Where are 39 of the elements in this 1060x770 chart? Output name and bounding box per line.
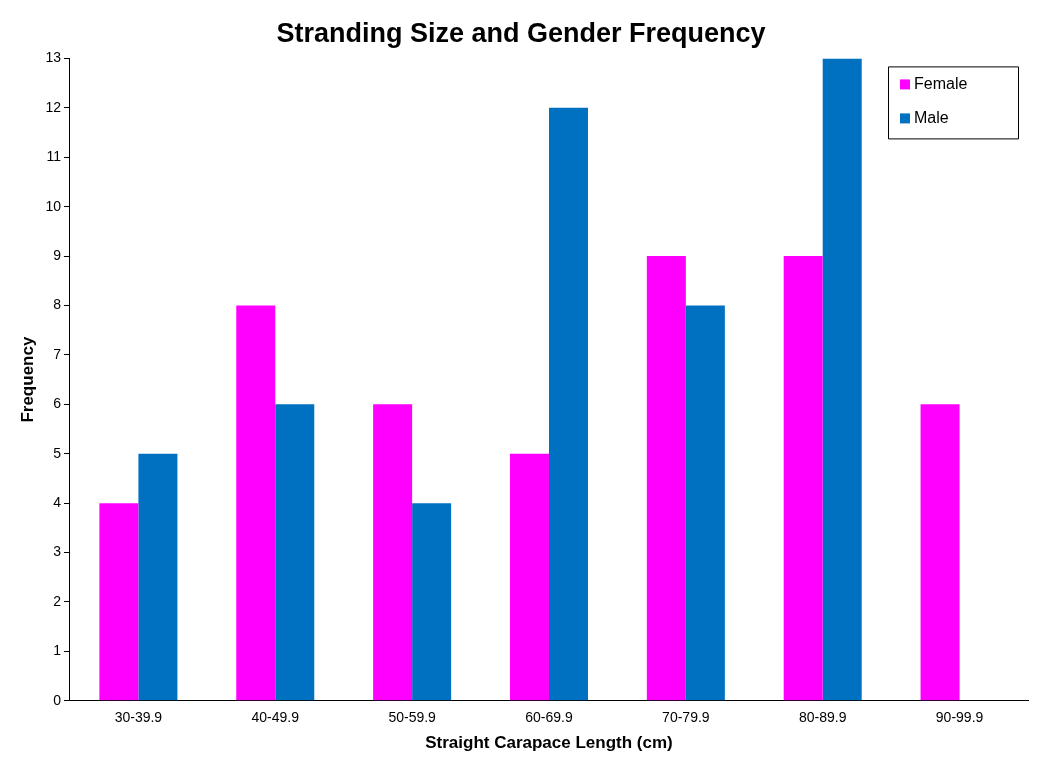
y-tick-label: 12 [45, 98, 62, 115]
y-axis-title: Frequency [17, 336, 37, 423]
x-tick-label: 90-99.9 [935, 709, 984, 726]
bar [373, 404, 413, 701]
x-tick-label: 60-69.9 [525, 709, 573, 726]
legend-label: Male [914, 108, 949, 126]
chart-title: Stranding Size and Gender Frequency [276, 17, 766, 48]
y-tick-label: 2 [53, 592, 62, 609]
x-axis-title: Straight Carapace Length (cm) [425, 733, 673, 753]
y-tick-label: 7 [53, 345, 62, 362]
x-tick-label: 80-89.9 [798, 709, 847, 726]
x-tick-label: 50-59.9 [388, 709, 437, 726]
x-tick-label: 70-79.9 [662, 709, 710, 726]
x-tick-label: 40-49.9 [251, 709, 300, 726]
bar [412, 503, 452, 701]
y-tick-label: 6 [53, 395, 62, 412]
bar [646, 256, 686, 701]
y-tick-label: 9 [53, 246, 62, 263]
y-tick-label: 3 [53, 543, 62, 560]
y-tick-label: 10 [45, 197, 62, 214]
y-tick-label: 13 [45, 49, 62, 66]
bar [509, 453, 549, 701]
bar [99, 503, 139, 701]
bar [275, 404, 315, 701]
bar [822, 58, 862, 701]
x-tick-label: 30-39.9 [114, 709, 163, 726]
bar [685, 305, 725, 701]
y-tick-label: 11 [46, 148, 62, 165]
y-tick-label: 1 [53, 642, 62, 659]
bar [783, 256, 823, 701]
legend-label: Female [914, 74, 968, 92]
bar [920, 404, 960, 701]
bar [138, 453, 178, 701]
bar [548, 107, 588, 701]
y-tick-label: 5 [53, 444, 62, 461]
y-tick-label: 4 [53, 494, 62, 510]
y-tick-label: 0 [53, 691, 62, 708]
y-tick-label: 8 [53, 296, 62, 313]
bar [236, 305, 276, 701]
